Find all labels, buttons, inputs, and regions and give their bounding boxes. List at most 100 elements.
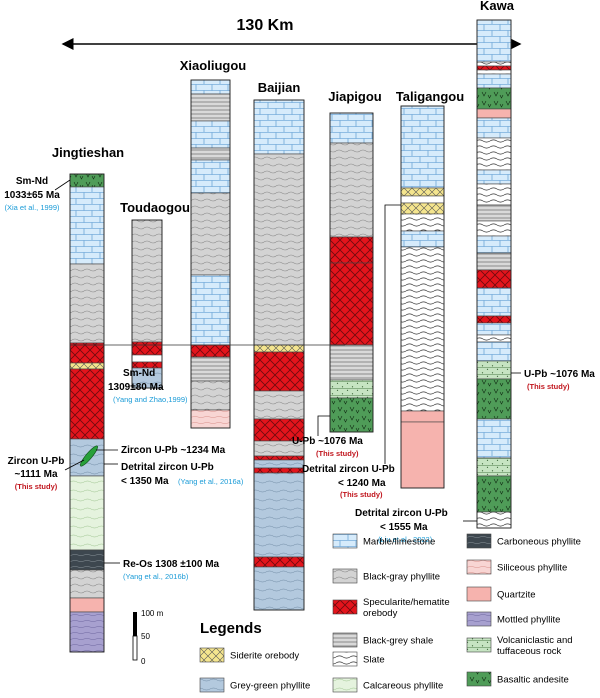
layer-kawa-7	[476, 117, 512, 139]
layer-baijian-7	[253, 455, 305, 461]
column-xiaoliugou	[190, 79, 231, 429]
column-toudaogou	[131, 219, 163, 389]
age-reos-ref: (Yang et al., 2016b)	[123, 572, 189, 581]
legend-label-4: Slate	[363, 655, 385, 666]
legend-swatch-6	[466, 533, 492, 549]
age-smnd2-line1: Sm-Nd	[123, 368, 155, 379]
legend-swatch-1	[332, 568, 358, 584]
legend-swatch-7	[466, 559, 492, 575]
layer-jingtieshan-3	[69, 342, 105, 364]
layer-jingtieshan-8	[69, 549, 105, 571]
layer-jingtieshan-4	[69, 362, 105, 370]
legend-item-10: Volcaniclastic and tuffaceous rock	[466, 635, 573, 657]
layer-kawa-18	[476, 322, 512, 336]
legend-item-12: Siderite orebody	[199, 647, 299, 663]
pointer-upb1076a	[317, 415, 330, 436]
legend-item-6: Carboneous phyllite	[466, 533, 581, 549]
age-upb1076b-ref: (This study)	[527, 382, 570, 391]
layer-jingtieshan-2	[69, 263, 105, 344]
layer-baijian-10	[253, 472, 305, 558]
layer-jiapigou-5	[329, 379, 374, 399]
age-smnd1-line2: 1033±65 Ma	[4, 190, 60, 201]
age-detrital1240-ref: (This study)	[340, 490, 383, 499]
column-outline-toudaogou	[131, 219, 163, 389]
layer-toudaogou-0	[131, 219, 163, 343]
layer-baijian-8	[253, 459, 305, 469]
legend-label-7: Siliceous phyllite	[497, 563, 567, 574]
layer-baijian-0	[253, 99, 305, 155]
layer-xiaoliugou-0	[190, 79, 231, 95]
layer-baijian-9	[253, 467, 305, 474]
layer-taligangou-1	[400, 187, 445, 197]
layer-xiaoliugou-10	[190, 409, 231, 429]
legend-label-5: Calcareous phyllite	[363, 681, 443, 692]
legend-item-1: Black-gray phyllite	[332, 568, 440, 584]
scale-bar-upper	[133, 612, 137, 636]
legend-swatch-3	[332, 632, 358, 648]
layer-jiapigou-3	[329, 262, 374, 346]
scale-bar-bottom-label: 0	[141, 657, 146, 666]
scale-title: 130 Km	[237, 17, 294, 34]
age-detrital1240-line1: Detrital zircon U-Pb	[302, 464, 395, 475]
layer-taligangou-3	[400, 202, 445, 215]
layer-jingtieshan-5	[69, 368, 105, 440]
layer-taligangou-4	[400, 213, 445, 232]
layer-kawa-10	[476, 183, 512, 206]
column-taligangou	[400, 105, 445, 489]
layer-toudaogou-1	[131, 341, 163, 356]
layer-kawa-23	[476, 418, 512, 459]
section-name-toudaogou: Toudaogou	[120, 200, 190, 215]
layer-xiaoliugou-2	[190, 120, 231, 149]
legend-swatch-5	[332, 677, 358, 693]
layer-jiapigou-0	[329, 112, 374, 144]
layer-jingtieshan-10	[69, 597, 105, 613]
layer-xiaoliugou-9	[190, 380, 231, 411]
legend-item-13: Grey-green phyllite	[199, 677, 310, 693]
layer-kawa-6	[476, 108, 512, 119]
dyke-lens-icon	[80, 445, 98, 467]
layer-kawa-11	[476, 204, 512, 222]
legend-item-9: Mottled phyllite	[466, 611, 560, 627]
layer-xiaoliugou-8	[190, 356, 231, 382]
layer-baijian-3	[253, 351, 305, 392]
legend-item-0: Marble/limestone	[332, 533, 435, 549]
layer-kawa-25	[476, 475, 512, 513]
layer-taligangou-8	[400, 421, 445, 489]
layer-jiapigou-2	[329, 236, 374, 264]
layer-taligangou-2	[400, 195, 445, 204]
layer-xiaoliugou-5	[190, 192, 231, 276]
age-detrital1555-ref: (Liu et al., 2022)	[378, 535, 433, 544]
layer-jiapigou-6	[329, 397, 374, 433]
age-upb1076a-ref: (This study)	[316, 449, 359, 458]
scale-bar-lower	[132, 635, 138, 661]
layer-kawa-8	[476, 137, 512, 171]
age-detrital1240-line2: < 1240 Ma	[338, 478, 386, 489]
scale-bar-top-label: 100 m	[141, 609, 164, 618]
layer-jingtieshan-11	[69, 611, 105, 653]
layer-kawa-13	[476, 235, 512, 254]
layer-kawa-19	[476, 334, 512, 343]
legend-label-11: Basaltic andesite	[497, 675, 569, 686]
layer-kawa-9	[476, 169, 512, 185]
legend-item-8: Quartzite	[466, 586, 536, 602]
column-outline-xiaoliugou	[190, 79, 231, 429]
legend-label-10: Volcaniclastic and tuffaceous rock	[497, 635, 573, 657]
layer-baijian-1	[253, 153, 305, 346]
layer-kawa-26	[476, 511, 512, 529]
layer-baijian-4	[253, 390, 305, 420]
age-detrital1555-line2: < 1555 Ma	[380, 522, 428, 533]
layer-taligangou-5	[400, 230, 445, 248]
layer-toudaogou-2	[131, 354, 163, 363]
pointer-zircon1111	[64, 459, 85, 471]
column-outline-jiapigou	[329, 112, 374, 433]
age-smnd1-ref: (Xia et al., 1999)	[4, 203, 60, 212]
age-reos-line1: Re-Os 1308 ±100 Ma	[123, 559, 220, 570]
layer-kawa-21	[476, 360, 512, 380]
layer-jiapigou-1	[329, 142, 374, 238]
layer-kawa-15	[476, 269, 512, 289]
legend-swatch-2	[332, 599, 358, 615]
section-name-kawa: Kawa	[480, 0, 515, 13]
legend-label-2: Specularite/hematite orebody	[363, 597, 450, 619]
section-name-jingtieshan: Jingtieshan	[52, 145, 124, 160]
